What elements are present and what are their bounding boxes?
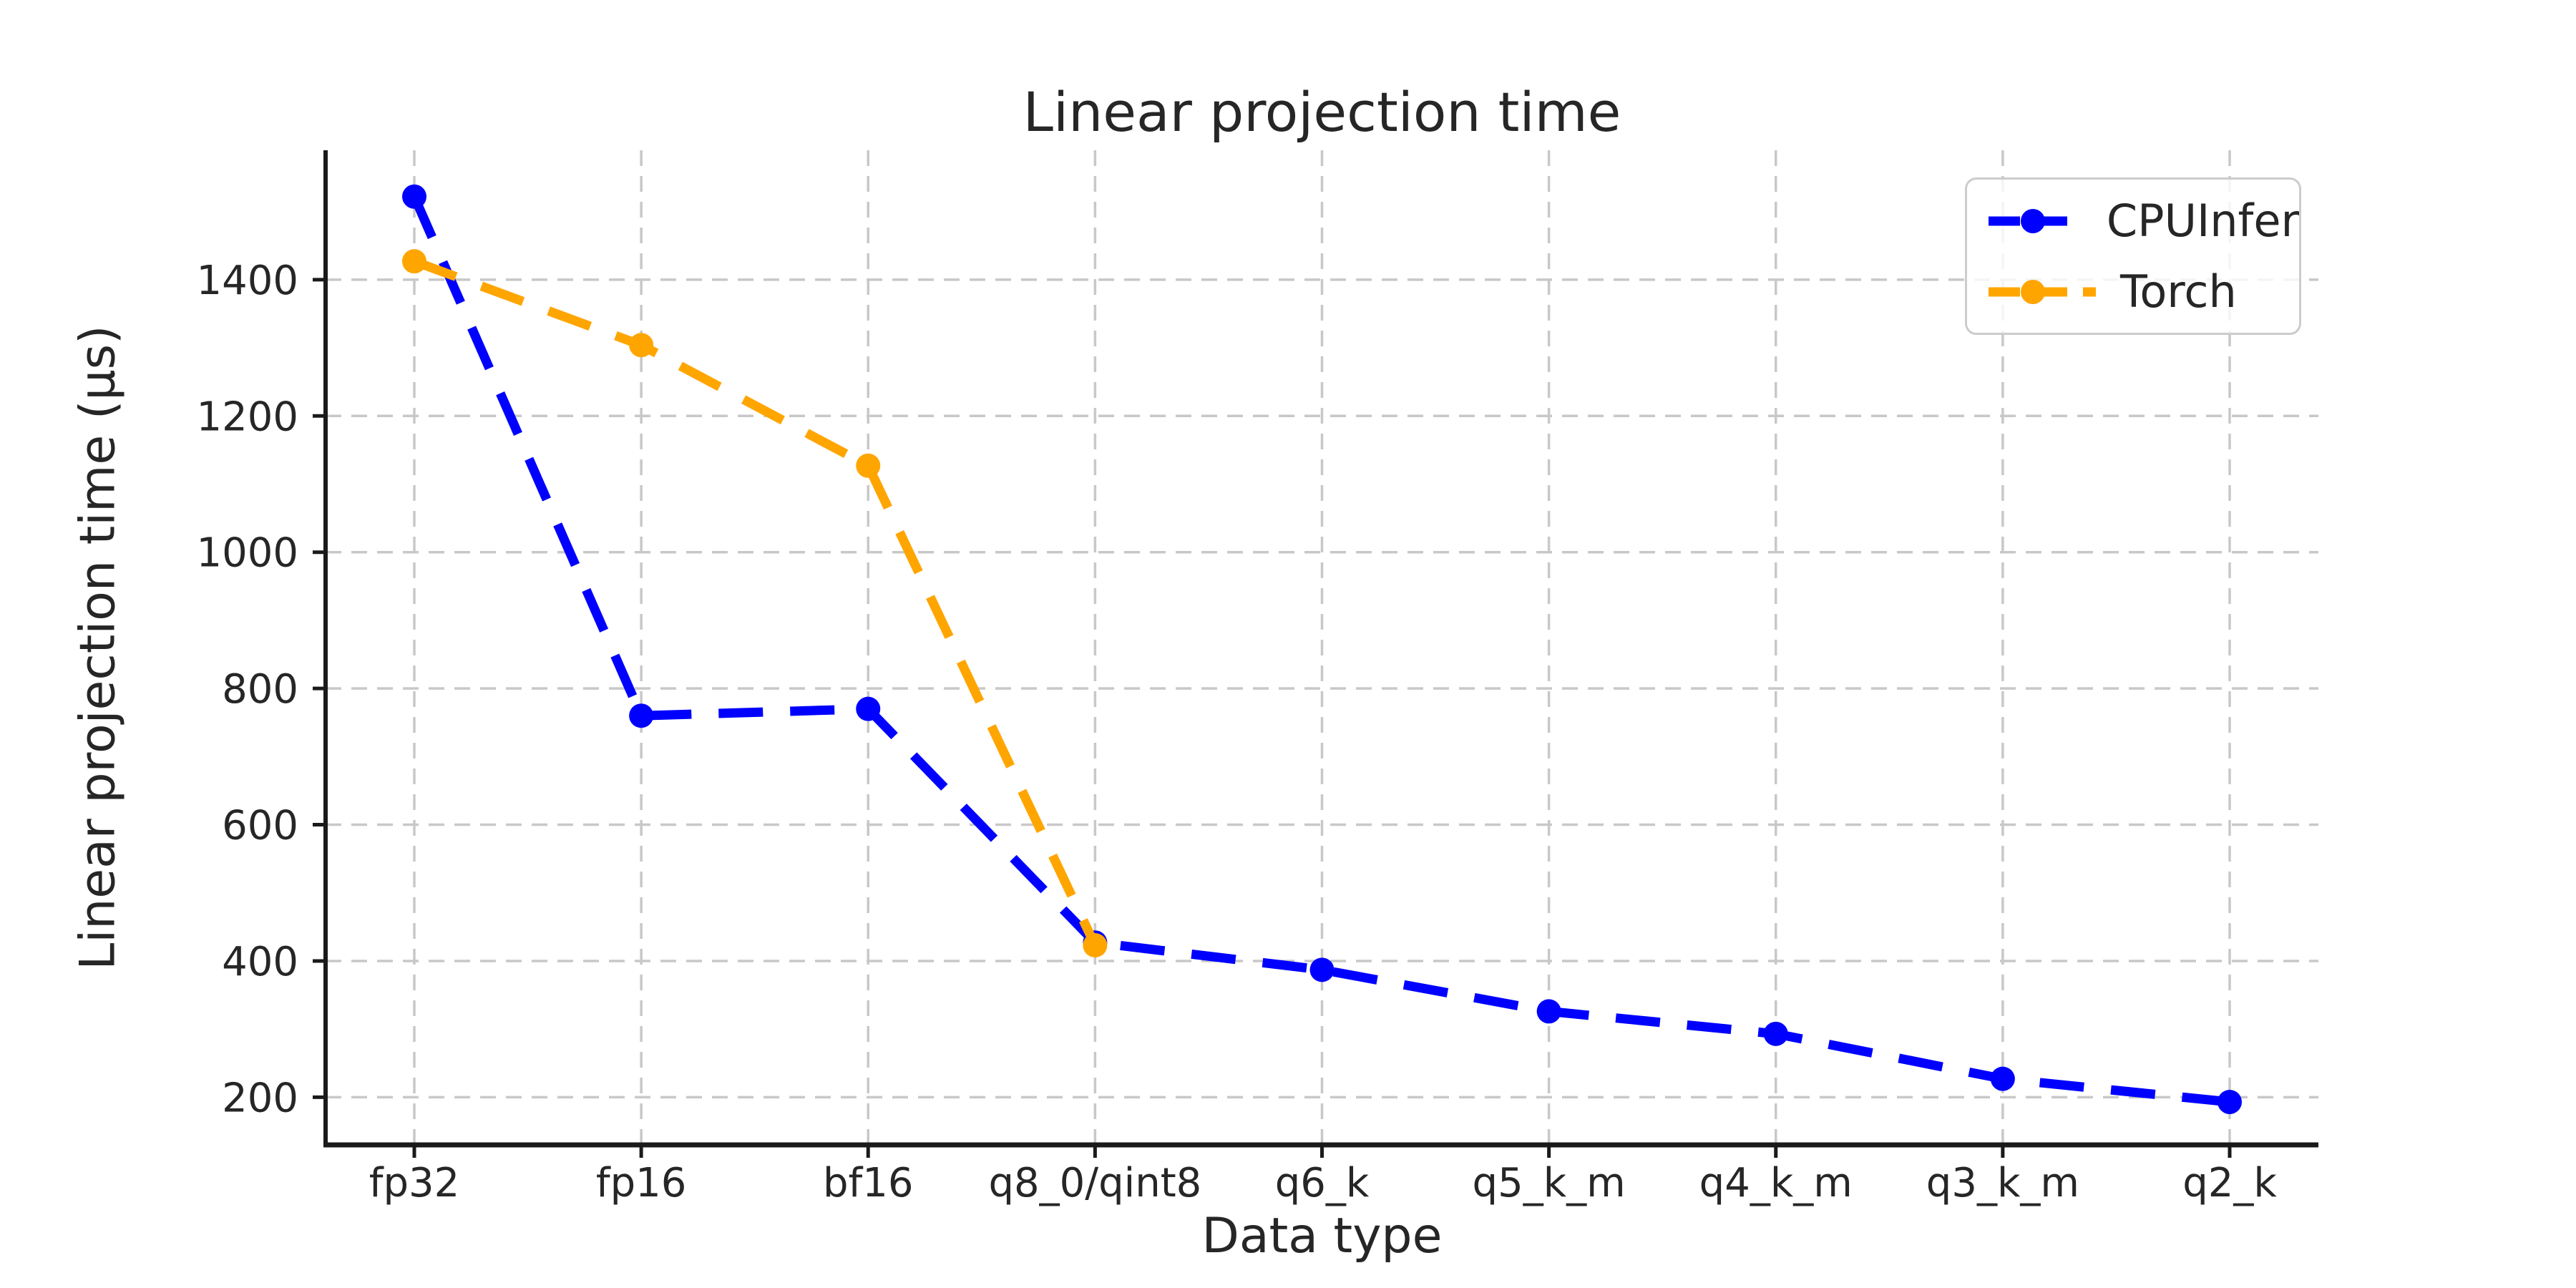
y-tick-label: 1200 (196, 394, 298, 440)
legend: CPUInfer Torch (1965, 177, 2301, 335)
data-point-torch (629, 333, 654, 358)
legend-marker-sample (2021, 208, 2045, 233)
y-tick-label: 200 (222, 1075, 298, 1121)
legend-line-sample (1989, 279, 2096, 304)
data-point-cpuinfer (856, 696, 881, 721)
x-tick-label: bf16 (823, 1160, 914, 1206)
data-point-cpuinfer (1990, 1066, 2015, 1091)
x-axis-label: Data type (1201, 1208, 1443, 1264)
legend-label: Torch (2120, 265, 2237, 318)
legend-marker-sample (2021, 279, 2045, 304)
legend-label: CPUInfer (2106, 195, 2299, 247)
data-point-cpuinfer (1536, 999, 1561, 1024)
data-point-cpuinfer (1763, 1021, 1788, 1046)
y-tick-label: 800 (222, 666, 298, 713)
y-tick-label: 1000 (196, 530, 298, 577)
x-tick-label: fp16 (596, 1160, 687, 1206)
series-line-cpuinfer (410, 195, 2230, 1107)
y-tick-label: 600 (222, 803, 298, 849)
x-tick-label: q6_k (1275, 1160, 1370, 1206)
data-point-torch (1083, 933, 1108, 958)
data-point-cpuinfer (2218, 1090, 2242, 1115)
x-tick-label: fp32 (369, 1160, 460, 1206)
legend-line-sample (1989, 208, 2082, 233)
x-tick-label: q8_0/qint8 (988, 1160, 1201, 1206)
y-tick-label: 1400 (196, 258, 298, 304)
x-tick-label: q3_k_m (1926, 1160, 2079, 1206)
series-line-torch (412, 257, 1100, 947)
data-point-torch (856, 453, 881, 478)
y-tick-label: 400 (222, 939, 298, 985)
y-axis-label: Linear projection time (μs) (69, 325, 127, 970)
data-point-cpuinfer (1309, 957, 1335, 982)
chart-title: Linear projection time (1023, 80, 1621, 144)
legend-item-torch: Torch (1989, 265, 2299, 318)
x-tick-label: q5_k_m (1473, 1160, 1626, 1206)
x-tick-label: q4_k_m (1699, 1160, 1853, 1206)
legend-item-cpuinfer: CPUInfer (1989, 195, 2299, 247)
data-point-cpuinfer (629, 703, 654, 728)
data-point-torch (402, 249, 426, 274)
x-tick-label: q2_k (2182, 1160, 2277, 1206)
data-point-cpuinfer (402, 184, 426, 209)
